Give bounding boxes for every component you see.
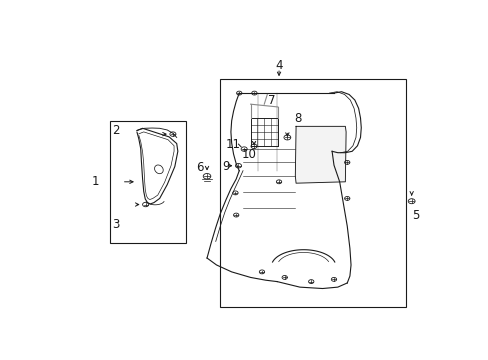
- Text: 3: 3: [112, 218, 120, 231]
- Text: 6: 6: [195, 161, 203, 175]
- Text: 9: 9: [222, 160, 229, 173]
- Polygon shape: [295, 126, 346, 183]
- Text: 8: 8: [294, 112, 301, 125]
- Text: 5: 5: [411, 208, 418, 221]
- Bar: [220, 79, 405, 307]
- Text: 2: 2: [112, 124, 120, 137]
- Text: 4: 4: [275, 59, 282, 72]
- Text: 11: 11: [225, 138, 241, 151]
- Text: 1: 1: [91, 175, 99, 188]
- Text: 7: 7: [267, 94, 275, 107]
- Text: 10: 10: [241, 148, 256, 161]
- Bar: [110, 121, 186, 243]
